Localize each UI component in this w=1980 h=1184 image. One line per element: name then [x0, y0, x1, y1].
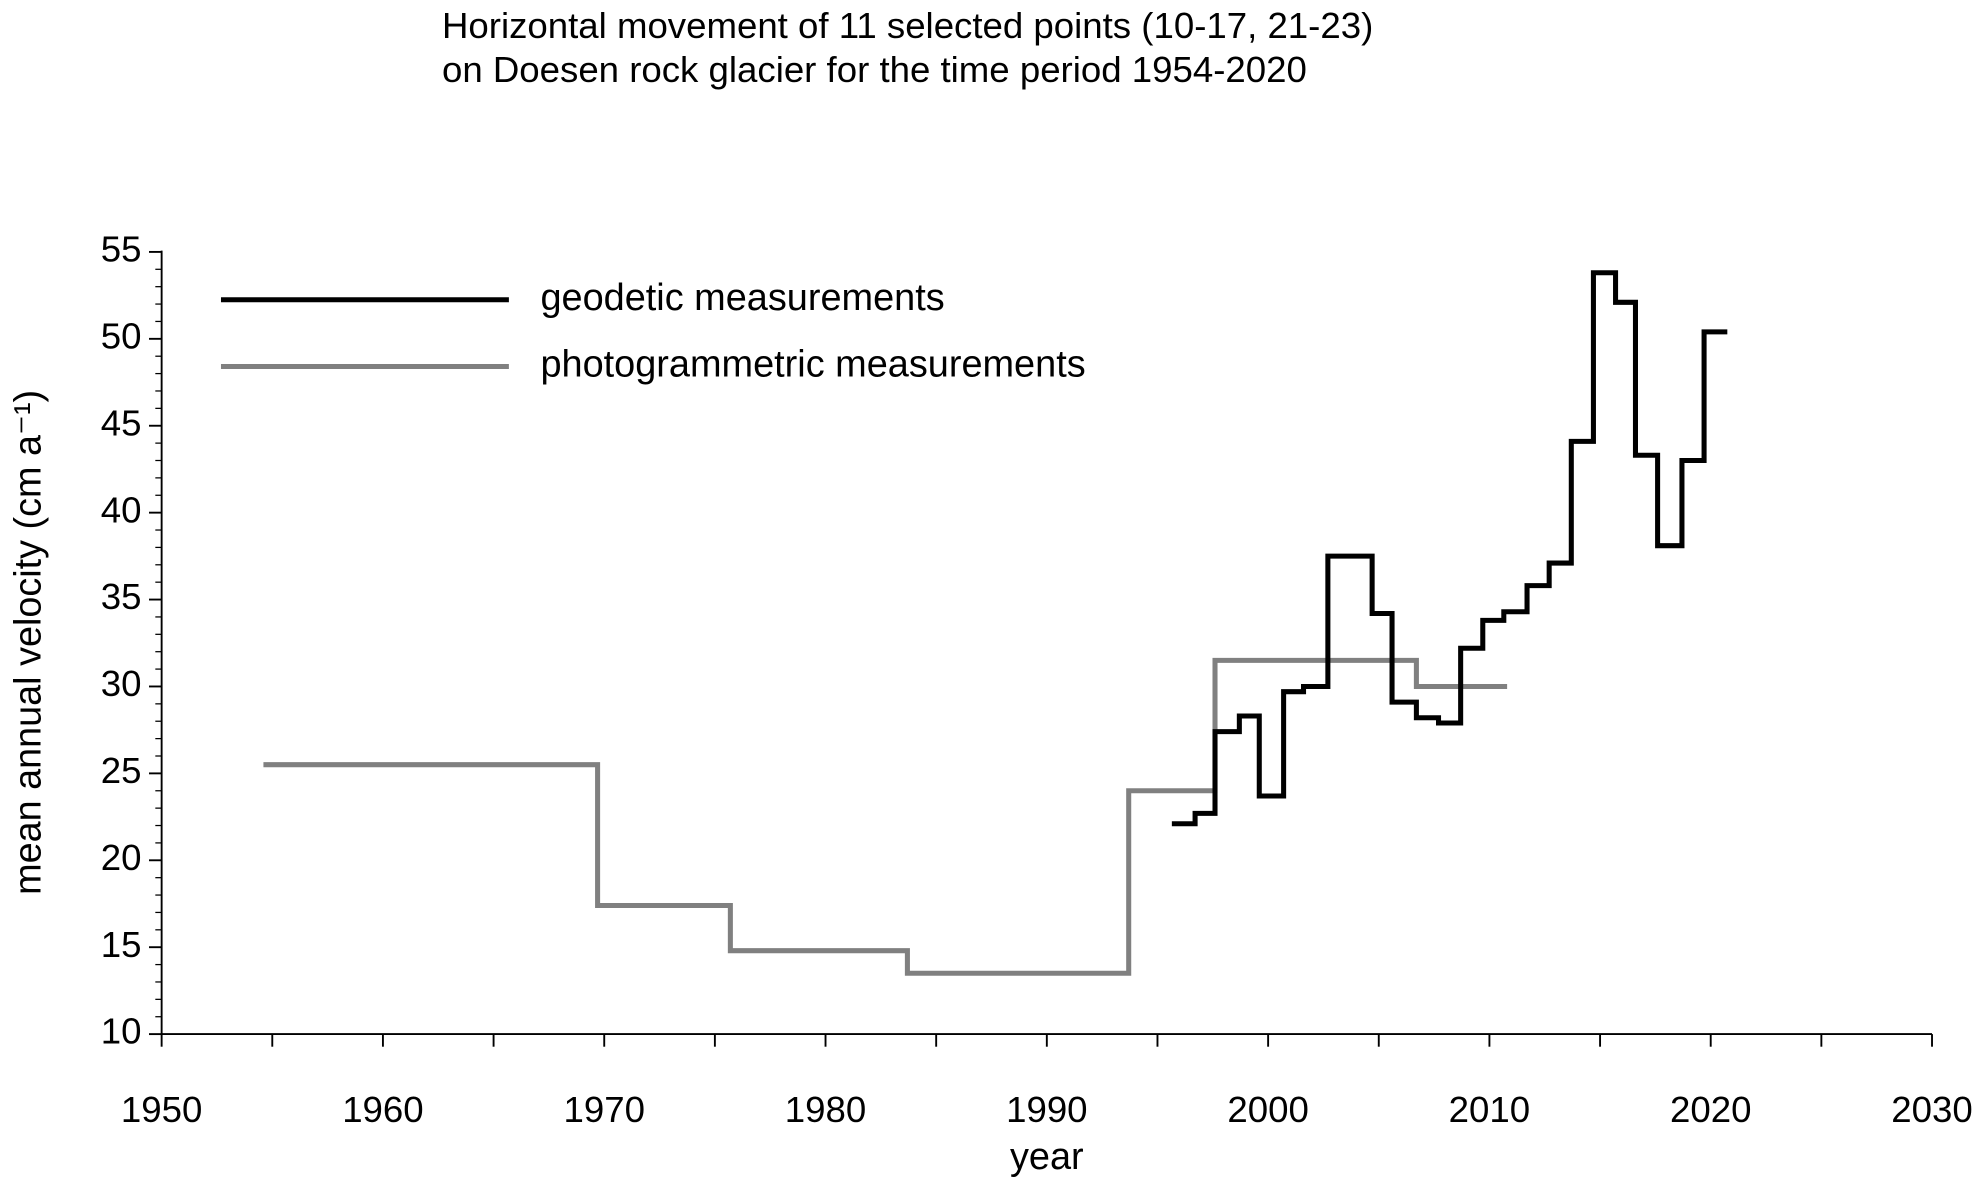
y-tick-label: 45: [101, 402, 142, 443]
legend-label: geodetic measurements: [540, 277, 944, 319]
chart-title: Horizontal movement of 11 selected point…: [442, 5, 1373, 46]
x-tick-label: 2000: [1227, 1089, 1308, 1130]
y-tick-label: 10: [101, 1011, 142, 1052]
y-tick-label: 15: [101, 924, 142, 965]
y-tick-label: 35: [101, 576, 142, 617]
x-tick-label: 2020: [1670, 1089, 1751, 1130]
y-tick-label: 50: [101, 316, 142, 357]
x-tick-label: 1960: [342, 1089, 423, 1130]
step-line: [263, 657, 1508, 976]
y-tick-label: 30: [101, 663, 142, 704]
y-axis-label: mean annual velocity (cm a⁻¹): [7, 390, 49, 895]
x-tick-label: 2030: [1891, 1089, 1972, 1130]
y-tick-label: 40: [101, 489, 142, 530]
step-line: [1171, 270, 1728, 827]
x-axis-label: year: [1010, 1136, 1084, 1178]
chart-title: on Doesen rock glacier for the time peri…: [442, 49, 1307, 90]
y-tick-label: 20: [101, 837, 142, 878]
x-tick-label: 1990: [1006, 1089, 1087, 1130]
legend-label: photogrammetric measurements: [540, 344, 1085, 386]
x-tick-label: 1980: [785, 1089, 866, 1130]
x-tick-label: 1950: [121, 1089, 202, 1130]
y-tick-label: 25: [101, 750, 142, 791]
x-tick-label: 2010: [1449, 1089, 1530, 1130]
x-tick-label: 1970: [564, 1089, 645, 1130]
y-tick-label: 55: [101, 229, 142, 270]
